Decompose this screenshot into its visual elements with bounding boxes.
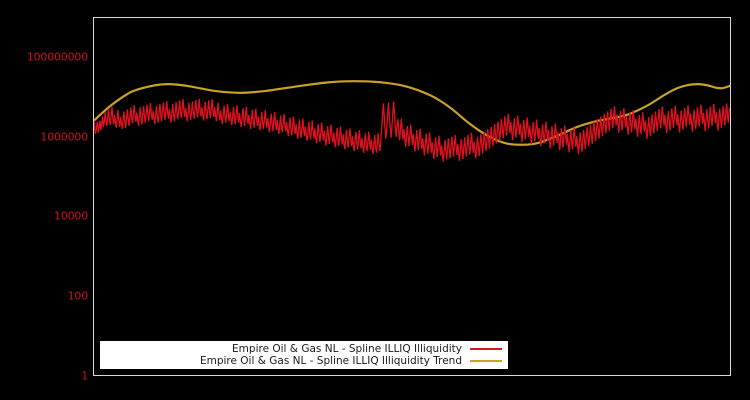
legend-entry-trend: Empire Oil & Gas NL - Spline ILLIQ Illiq…: [100, 355, 508, 367]
plot-area: [93, 17, 731, 376]
y-tick-label: 100000000: [26, 50, 88, 64]
legend-swatch-illiquidity: [470, 348, 502, 350]
legend-entry-illiquidity: Empire Oil & Gas NL - Spline ILLIQ Illiq…: [100, 343, 508, 355]
chart-legend: Empire Oil & Gas NL - Spline ILLIQ Illiq…: [99, 340, 509, 370]
y-tick-label: 10000: [54, 209, 88, 223]
legend-label-trend: Empire Oil & Gas NL - Spline ILLIQ Illiq…: [199, 355, 462, 367]
plot-svg: [94, 80, 730, 162]
illiquidity-line-series: [94, 98, 730, 162]
legend-label-illiquidity: Empire Oil & Gas NL - Spline ILLIQ Illiq…: [232, 343, 462, 355]
y-tick-label: 1000000: [40, 130, 88, 144]
y-tick-label: 100: [67, 289, 89, 303]
legend-swatch-trend: [470, 360, 502, 362]
y-tick-label: 1: [81, 369, 88, 383]
y-axis: 100000000 1000000 10000 100 1: [0, 0, 93, 400]
